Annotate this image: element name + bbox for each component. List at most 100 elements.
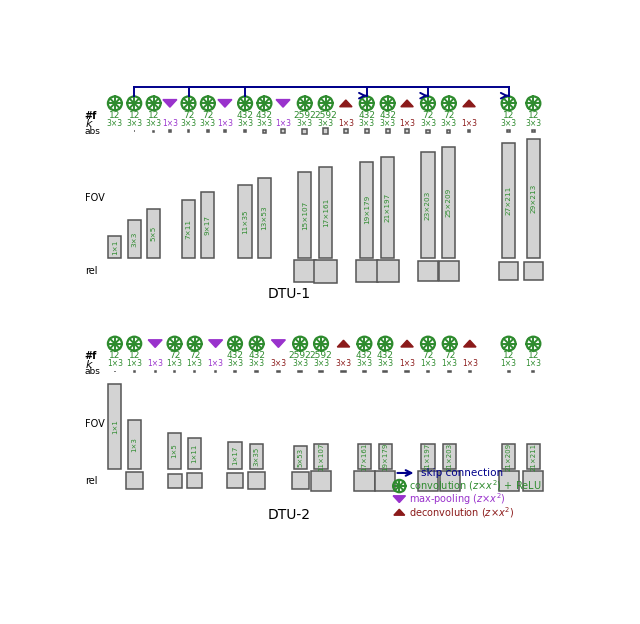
Text: 11×35: 11×35	[242, 209, 248, 234]
Text: 12: 12	[503, 351, 515, 361]
Bar	[276, 371, 280, 372]
Text: 1×3: 1×3	[147, 359, 163, 368]
Text: 12: 12	[109, 351, 120, 361]
Bar	[234, 371, 236, 372]
Text: 25×209: 25×209	[446, 188, 452, 217]
Text: 3×3: 3×3	[248, 359, 265, 368]
Text: 12: 12	[503, 111, 515, 120]
Bar	[383, 371, 387, 372]
Bar	[421, 152, 435, 258]
Text: FOV: FOV	[84, 193, 104, 203]
Text: #f: #f	[84, 110, 97, 120]
Text: 23×203: 23×203	[425, 190, 431, 220]
Bar	[362, 371, 366, 372]
Polygon shape	[463, 340, 476, 347]
Bar	[356, 260, 378, 282]
Text: 1×3: 1×3	[275, 119, 291, 128]
Polygon shape	[337, 340, 349, 347]
Bar	[168, 433, 181, 469]
Bar	[298, 172, 311, 258]
Bar	[294, 260, 316, 282]
Bar	[499, 470, 518, 490]
Text: 21×211: 21×211	[531, 442, 536, 470]
Bar	[187, 473, 202, 489]
Bar	[358, 444, 371, 469]
Text: 12: 12	[129, 351, 140, 361]
Text: 7×11: 7×11	[186, 219, 191, 239]
Text: 2592: 2592	[289, 351, 312, 361]
Text: 9×17: 9×17	[205, 215, 211, 235]
Polygon shape	[463, 100, 476, 107]
Bar	[524, 262, 543, 280]
Bar	[125, 472, 143, 489]
Text: FOV: FOV	[84, 419, 104, 429]
Bar	[323, 129, 328, 134]
Polygon shape	[218, 100, 232, 107]
Bar	[502, 143, 515, 258]
Text: 12: 12	[148, 111, 159, 120]
Text: abs: abs	[84, 367, 100, 376]
Text: 3×3: 3×3	[441, 119, 457, 128]
Text: 1×3: 1×3	[126, 359, 142, 368]
Bar	[228, 442, 241, 469]
Text: 1×3: 1×3	[420, 359, 436, 368]
Text: DTU-1: DTU-1	[268, 286, 311, 301]
Text: 72: 72	[422, 351, 434, 361]
Bar	[294, 446, 307, 469]
Polygon shape	[271, 340, 285, 348]
Text: 72: 72	[189, 351, 200, 361]
Bar	[385, 129, 390, 133]
Bar	[427, 371, 429, 372]
Bar	[360, 162, 373, 258]
Bar	[468, 371, 471, 372]
Bar	[468, 130, 470, 132]
Polygon shape	[276, 100, 290, 107]
Text: 12: 12	[528, 351, 539, 361]
Bar	[314, 444, 328, 469]
Text: 1×3: 1×3	[399, 359, 415, 368]
Text: 432: 432	[227, 351, 243, 361]
Text: 1×11: 1×11	[192, 444, 198, 463]
Text: 1×3: 1×3	[187, 359, 203, 368]
Text: #f: #f	[84, 351, 97, 361]
Bar	[153, 130, 154, 132]
Text: 432: 432	[248, 351, 265, 361]
Text: 15×107: 15×107	[301, 200, 308, 230]
Bar	[188, 130, 189, 132]
Text: 72: 72	[169, 351, 180, 361]
Bar	[182, 200, 195, 258]
Text: 1×3: 1×3	[162, 119, 178, 128]
Text: 17×161: 17×161	[362, 442, 367, 470]
Bar	[127, 419, 141, 469]
Text: 1×3: 1×3	[442, 359, 458, 368]
Text: 1×3: 1×3	[461, 119, 477, 128]
Text: 5×5: 5×5	[150, 226, 157, 241]
Bar	[188, 437, 202, 469]
Text: 3×3: 3×3	[313, 359, 329, 368]
Text: 3×3: 3×3	[131, 232, 137, 246]
Bar	[443, 444, 456, 469]
Text: 29×213: 29×213	[531, 184, 536, 213]
Bar	[314, 260, 337, 283]
Bar	[244, 130, 246, 132]
Bar	[502, 444, 515, 469]
Text: 3×3: 3×3	[380, 119, 396, 128]
Text: deconvolution $(z{\times}x^2)$: deconvolution $(z{\times}x^2)$	[408, 505, 514, 520]
Bar	[499, 262, 518, 280]
Bar	[355, 470, 374, 490]
Text: 1×3: 1×3	[207, 359, 223, 368]
Bar	[447, 130, 451, 133]
Text: 72: 72	[422, 111, 434, 120]
Polygon shape	[401, 100, 413, 107]
Text: 432: 432	[237, 111, 253, 120]
Text: 1×1: 1×1	[112, 419, 118, 434]
Bar	[439, 261, 459, 281]
Text: 72: 72	[183, 111, 194, 120]
Bar	[108, 384, 122, 469]
Bar	[255, 371, 259, 372]
Bar	[524, 470, 543, 490]
Text: 17×161: 17×161	[323, 198, 329, 227]
Polygon shape	[340, 100, 352, 107]
Text: 3×3: 3×3	[200, 119, 216, 128]
Text: 12: 12	[129, 111, 140, 120]
